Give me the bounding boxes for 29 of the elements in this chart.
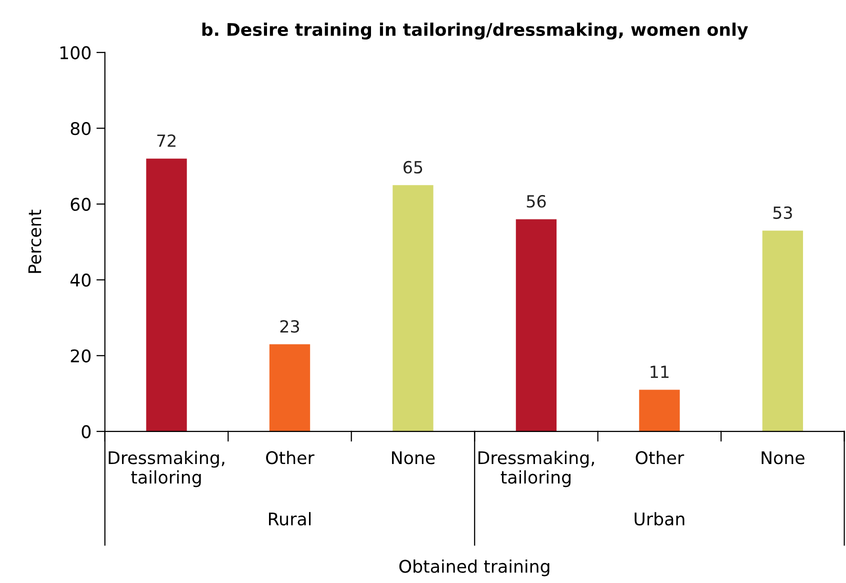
chart-title: b. Desire training in tailoring/dressmaking, women only — [202, 22, 748, 40]
bar — [762, 230, 804, 432]
x-tick-label: Dressmaking, tailoring — [108, 450, 224, 488]
x-tick-label: None — [392, 451, 435, 464]
bar — [392, 185, 434, 432]
data-label: 56 — [526, 195, 546, 208]
x-axis-title: Obtained training — [399, 559, 550, 576]
y-tick-label: 20 — [70, 349, 91, 362]
x-tick-label: Other — [636, 450, 684, 464]
y-tick-label: 100 — [60, 46, 91, 60]
text: Rural — [269, 512, 311, 526]
x-tick-label: Other — [266, 450, 314, 464]
data-label: 53 — [773, 206, 792, 220]
bar — [146, 158, 187, 432]
data-label: 11 — [650, 366, 669, 378]
bar — [516, 219, 557, 432]
y-tick-label: 80 — [70, 122, 91, 136]
y-axis-title: Percent — [28, 210, 42, 273]
data-label: 65 — [404, 160, 422, 174]
bar — [639, 390, 680, 432]
text: Urban — [634, 512, 684, 526]
y-tick-label: 40 — [70, 274, 91, 287]
data-label: 72 — [157, 134, 176, 147]
x-tick-label: None — [762, 451, 804, 464]
x-tick-label: Dressmaking, tailoring — [478, 450, 594, 488]
data-label: 23 — [280, 320, 300, 333]
y-tick-label: 60 — [70, 198, 91, 211]
y-tick-label: 0 — [82, 425, 91, 438]
bar — [269, 344, 310, 432]
